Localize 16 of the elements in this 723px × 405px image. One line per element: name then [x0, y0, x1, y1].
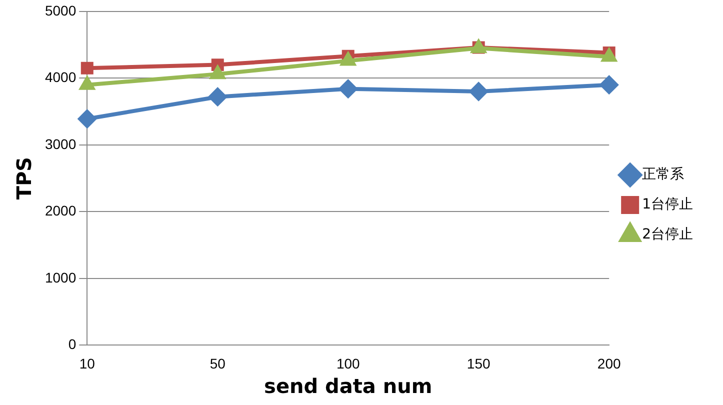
y-tick-label: 1000	[44, 269, 76, 286]
legend-label: 1台停止	[642, 196, 694, 213]
legend-label: 2台停止	[642, 226, 694, 243]
y-axis-title: TPS	[12, 156, 36, 200]
y-tick-label: 2000	[44, 202, 76, 219]
x-tick-label: 150	[466, 355, 490, 372]
x-tick-label: 50	[210, 355, 226, 372]
y-tick-label: 4000	[44, 69, 76, 86]
y-tick-label: 3000	[44, 136, 76, 152]
legend-label: 正常系	[642, 166, 684, 183]
x-tick-label: 200	[597, 355, 621, 372]
y-tick-label: 5000	[44, 2, 76, 18]
x-tick-label: 10	[79, 355, 96, 372]
x-axis-title: send data num	[264, 374, 432, 398]
x-tick-label: 100	[336, 355, 360, 372]
y-tick-label: 0	[68, 336, 76, 352]
